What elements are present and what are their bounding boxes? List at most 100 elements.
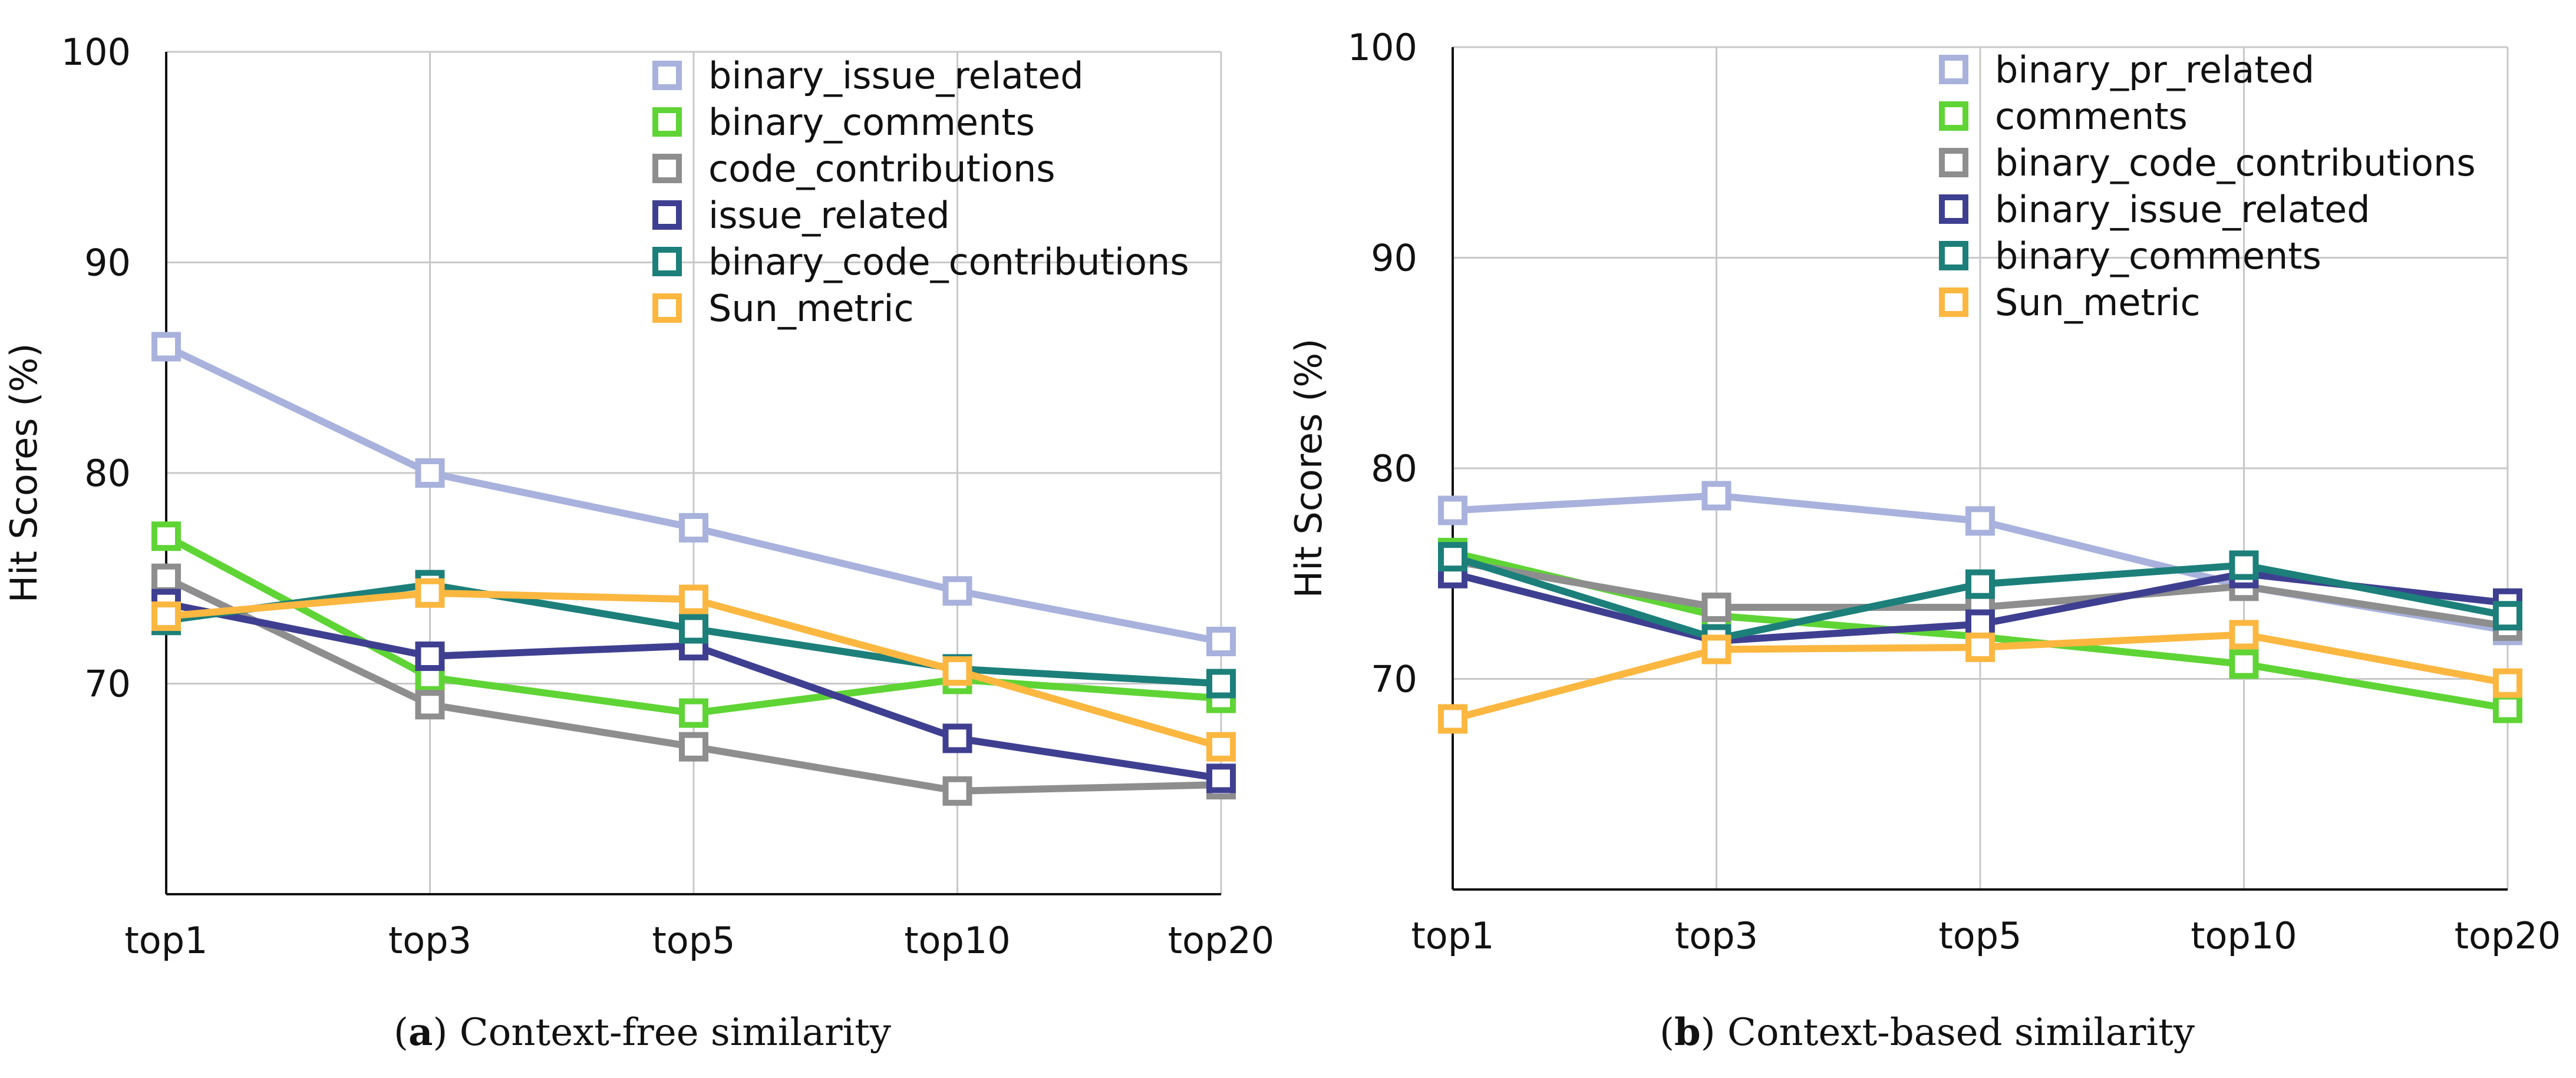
legend-label: binary_issue_related [708, 54, 1084, 97]
y-tick-label: 100 [1348, 26, 1417, 69]
y-tick-label: 90 [84, 242, 131, 285]
legend-item: comments [1939, 95, 2188, 138]
data-point [1438, 704, 1467, 734]
legend-item: binary_issue_related [652, 54, 1084, 97]
legend-label: binary_issue_related [1995, 188, 2370, 231]
caption-b: (b) Context-based similarity [1660, 1010, 2195, 1054]
data-point [415, 641, 445, 672]
data-point [1701, 481, 1731, 511]
legend-label: Sun_metric [708, 287, 914, 330]
data-point [151, 332, 181, 362]
axes-b: 70 80 90 100 top1 top3 top5 top10 top20 [1348, 26, 2561, 957]
y-tick-label: 70 [84, 663, 131, 706]
data-point [1701, 592, 1731, 622]
data-point [1206, 669, 1236, 699]
data-point [1965, 569, 1995, 599]
data-point [679, 512, 708, 543]
y-axis-label: Hit Scores (%) [1287, 339, 1330, 598]
y-tick-label: 80 [1371, 447, 1417, 490]
data-point [2493, 668, 2522, 698]
data-point [2229, 649, 2259, 679]
data-point [679, 614, 708, 644]
legend-item: binary_pr_related [1939, 48, 2314, 91]
legend-label: binary_pr_related [1995, 48, 2314, 91]
data-point [2229, 550, 2259, 580]
legend-marker [1939, 241, 1968, 270]
legend-label: binary_code_contributions [1995, 141, 2476, 184]
legend-label: comments [1995, 95, 2188, 138]
x-tick-label: top1 [1411, 914, 1494, 957]
legend-b: binary_pr_relatedcommentsbinary_code_con… [1939, 48, 2476, 324]
data-point [1206, 763, 1236, 793]
x-tick-label: top5 [1938, 914, 2021, 957]
series-Sun_metric [151, 578, 1236, 762]
legend-marker [652, 200, 682, 230]
caption-a-text: Context-free similarity [459, 1011, 891, 1054]
data-point [2493, 693, 2522, 723]
x-tick-label: top3 [388, 919, 471, 962]
series-Sun_metric [1438, 620, 2522, 734]
x-tick-label: top1 [124, 919, 207, 962]
chart-panel-a: 70 80 90 100 top1 top3 top5 top10 top20 Hit Score… [2, 31, 1275, 962]
data-point [151, 563, 181, 593]
data-point [2229, 620, 2259, 650]
data-point [2493, 601, 2522, 631]
legend-marker [652, 293, 682, 323]
series-binary_comments [1438, 542, 2522, 654]
data-point [1438, 495, 1467, 525]
gridlines-a [166, 51, 1222, 894]
series-group-a [151, 332, 1236, 806]
data-point [1438, 542, 1467, 572]
data-point [942, 576, 972, 606]
legend-item: binary_comments [1939, 234, 2321, 277]
legend-item: binary_issue_related [1939, 188, 2370, 231]
x-tick-label: top20 [2455, 914, 2561, 957]
legend-label: code_contributions [708, 147, 1056, 190]
y-tick-label: 100 [61, 31, 131, 74]
data-point [1701, 634, 1731, 664]
caption-b-text: Context-based similarity [1727, 1011, 2195, 1054]
legend-marker [652, 154, 682, 183]
legend-marker [1939, 148, 1968, 177]
legend-marker [1939, 55, 1968, 84]
legend-item: Sun_metric [652, 287, 914, 330]
legend-marker [652, 107, 682, 137]
data-point [415, 690, 445, 720]
data-point [415, 458, 445, 488]
legend-item: binary_comments [652, 101, 1035, 144]
legend-label: binary_comments [708, 101, 1035, 144]
x-tick-label: top10 [904, 919, 1011, 962]
data-point [679, 698, 708, 728]
caption-a-label: a [408, 1010, 433, 1054]
y-axis-label: Hit Scores (%) [2, 343, 45, 603]
y-tick-label: 80 [84, 452, 131, 495]
chart-panel-b: 70 80 90 100 top1 top3 top5 top10 top20 Hit Score… [1287, 26, 2561, 957]
data-point [1206, 732, 1236, 762]
data-point [679, 584, 708, 614]
data-point [1965, 506, 1995, 536]
series-binary_issue_related [151, 332, 1236, 656]
axes-a: 70 80 90 100 top1 top3 top5 top10 top20 [61, 31, 1275, 962]
legend-label: binary_comments [1995, 234, 2321, 277]
legend-item: code_contributions [652, 147, 1056, 190]
y-tick-label: 70 [1371, 658, 1417, 701]
data-point [1965, 609, 1995, 639]
caption-b-label: b [1674, 1010, 1701, 1054]
x-tick-label: top3 [1675, 914, 1758, 957]
series-group-b [1438, 481, 2522, 734]
legend-marker [652, 61, 682, 90]
gridlines-b [1453, 46, 2509, 889]
x-tick-label: top10 [2191, 914, 2297, 957]
legend-item: issue_related [652, 194, 950, 237]
legend-marker [652, 247, 682, 276]
data-point [942, 656, 972, 686]
data-point [151, 521, 181, 551]
data-point [942, 723, 972, 753]
legend-marker [1939, 287, 1968, 317]
legend-item: binary_code_contributions [1939, 141, 2476, 184]
y-tick-label: 90 [1371, 237, 1417, 280]
caption-a: (a) Context-free similarity [394, 1010, 891, 1054]
legend-marker [1939, 194, 1968, 224]
x-tick-label: top5 [652, 919, 735, 962]
